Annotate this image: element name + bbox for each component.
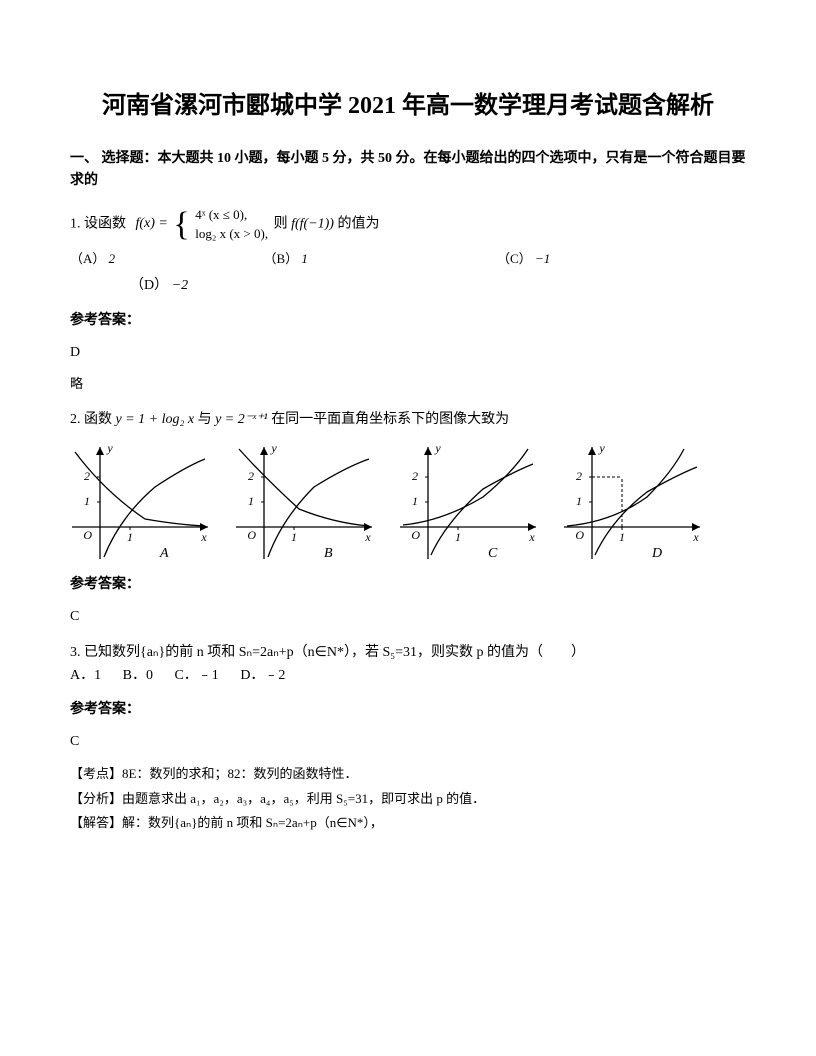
- q3-jd: 【解答】解：数列{aₙ}的前 n 项和 Sₙ=2aₙ+p（n∈N*），: [70, 813, 746, 834]
- opt-label: （B）: [264, 251, 299, 266]
- opt-label: （C）: [497, 251, 532, 266]
- opt-label: （A）: [70, 251, 105, 266]
- q3-opt-d: D．﹣2: [240, 668, 285, 683]
- q1-opt-d: （D） −2: [130, 275, 746, 297]
- graph-d: 1 2 1 O x y D: [562, 442, 702, 562]
- q2-f2: y = 2⁻ˣ⁺¹: [215, 412, 268, 427]
- question-2: 2. 函数 y = 1 + log₂ x 与 y = 2⁻ˣ⁺¹ 在同一平面直角…: [70, 409, 746, 628]
- q1-opt-c: （C） −1: [497, 249, 657, 270]
- svg-text:y: y: [434, 442, 441, 455]
- q1-mid: 则: [274, 217, 288, 232]
- svg-text:1: 1: [619, 530, 625, 544]
- svg-text:y: y: [598, 442, 605, 455]
- opt-value: 2: [109, 251, 116, 266]
- graph-caption: B: [324, 543, 333, 565]
- opt-label: （D）: [130, 278, 168, 293]
- svg-text:O: O: [247, 528, 256, 542]
- page-title: 河南省漯河市郾城中学 2021 年高一数学理月考试题含解析: [70, 90, 746, 124]
- graph-caption: C: [488, 543, 497, 565]
- q3-kd: 【考点】8E：数列的求和；82：数列的函数特性．: [70, 764, 746, 785]
- svg-text:x: x: [692, 530, 699, 544]
- q1-suffix: 的值为: [337, 217, 379, 232]
- svg-text:1: 1: [455, 530, 461, 544]
- svg-text:O: O: [411, 528, 420, 542]
- graph-c: 1 2 1 O x y C: [398, 442, 538, 562]
- q1-opt-b: （B） 1: [264, 249, 464, 270]
- q1-lhs: f(x) =: [136, 213, 168, 235]
- q2-prefix: 2. 函数: [70, 412, 112, 427]
- q2-and: 与: [198, 412, 212, 427]
- q1-opt-a: （A） 2: [70, 249, 230, 270]
- q3-opt-c: C．﹣1: [174, 668, 218, 683]
- q1-options: （A） 2 （B） 1 （C） −1 （D） −2: [70, 249, 746, 298]
- q1-case2: log₂ x (x > 0),: [195, 225, 268, 243]
- q2-f1: y = 1 + log₂ x: [116, 412, 195, 427]
- svg-text:1: 1: [291, 530, 297, 544]
- q2-answer: C: [70, 606, 746, 628]
- q3-opt-a: A．1: [70, 668, 101, 683]
- graph-b: 1 2 1 O x y B: [234, 442, 374, 562]
- svg-text:x: x: [528, 530, 535, 544]
- graph-caption: A: [160, 543, 169, 565]
- svg-text:2: 2: [248, 469, 254, 483]
- opt-value: −1: [535, 251, 550, 266]
- q2-graphs: 1 2 1 O x y A 1 2 1 O x y B 1 2 1 O x y …: [70, 442, 746, 562]
- svg-text:1: 1: [127, 530, 133, 544]
- q2-suffix: 在同一平面直角坐标系下的图像大致为: [271, 412, 509, 427]
- svg-text:2: 2: [84, 469, 90, 483]
- svg-text:y: y: [270, 442, 277, 455]
- svg-text:1: 1: [576, 494, 582, 508]
- q1-expr: f(f(−1)): [291, 217, 334, 232]
- answer-label: 参考答案：: [70, 574, 746, 596]
- graph-a: 1 2 1 O x y A: [70, 442, 210, 562]
- q1-piecewise: f(x) = { 4ˣ (x ≤ 0), log₂ x (x > 0),: [132, 206, 269, 242]
- question-1: 1. 设函数 f(x) = { 4ˣ (x ≤ 0), log₂ x (x > …: [70, 206, 746, 395]
- q1-prefix: 1. 设函数: [70, 217, 126, 232]
- svg-text:O: O: [83, 528, 92, 542]
- opt-value: 1: [301, 251, 308, 266]
- svg-text:x: x: [364, 530, 371, 544]
- graph-caption: D: [652, 543, 662, 565]
- q3-text: 3. 已知数列{aₙ}的前 n 项和 Sₙ=2aₙ+p（n∈N*），若 S₅=3…: [70, 642, 746, 664]
- q1-note: 略: [70, 374, 746, 395]
- svg-text:O: O: [575, 528, 584, 542]
- svg-text:1: 1: [84, 494, 90, 508]
- svg-text:1: 1: [248, 494, 254, 508]
- svg-text:2: 2: [576, 469, 582, 483]
- svg-text:2: 2: [412, 469, 418, 483]
- q3-fx: 【分析】由题意求出 a₁，a₂，a₃，a₄，a₅，利用 S₅=31，即可求出 p…: [70, 789, 746, 810]
- answer-label: 参考答案：: [70, 310, 746, 332]
- q1-case1: 4ˣ (x ≤ 0),: [195, 206, 268, 224]
- svg-text:y: y: [106, 442, 113, 455]
- svg-text:1: 1: [412, 494, 418, 508]
- opt-value: −2: [172, 278, 188, 293]
- q1-answer: D: [70, 342, 746, 364]
- brace-icon: {: [173, 208, 189, 242]
- section-heading: 一、 选择题：本大题共 10 小题，每小题 5 分，共 50 分。在每小题给出的…: [70, 148, 746, 193]
- q3-answer: C: [70, 731, 746, 753]
- svg-text:x: x: [200, 530, 207, 544]
- answer-label: 参考答案：: [70, 699, 746, 721]
- q3-opt-b: B．0: [123, 668, 153, 683]
- question-3: 3. 已知数列{aₙ}的前 n 项和 Sₙ=2aₙ+p（n∈N*），若 S₅=3…: [70, 642, 746, 834]
- q3-options: A．1 B．0 C．﹣1 D．﹣2: [70, 665, 746, 687]
